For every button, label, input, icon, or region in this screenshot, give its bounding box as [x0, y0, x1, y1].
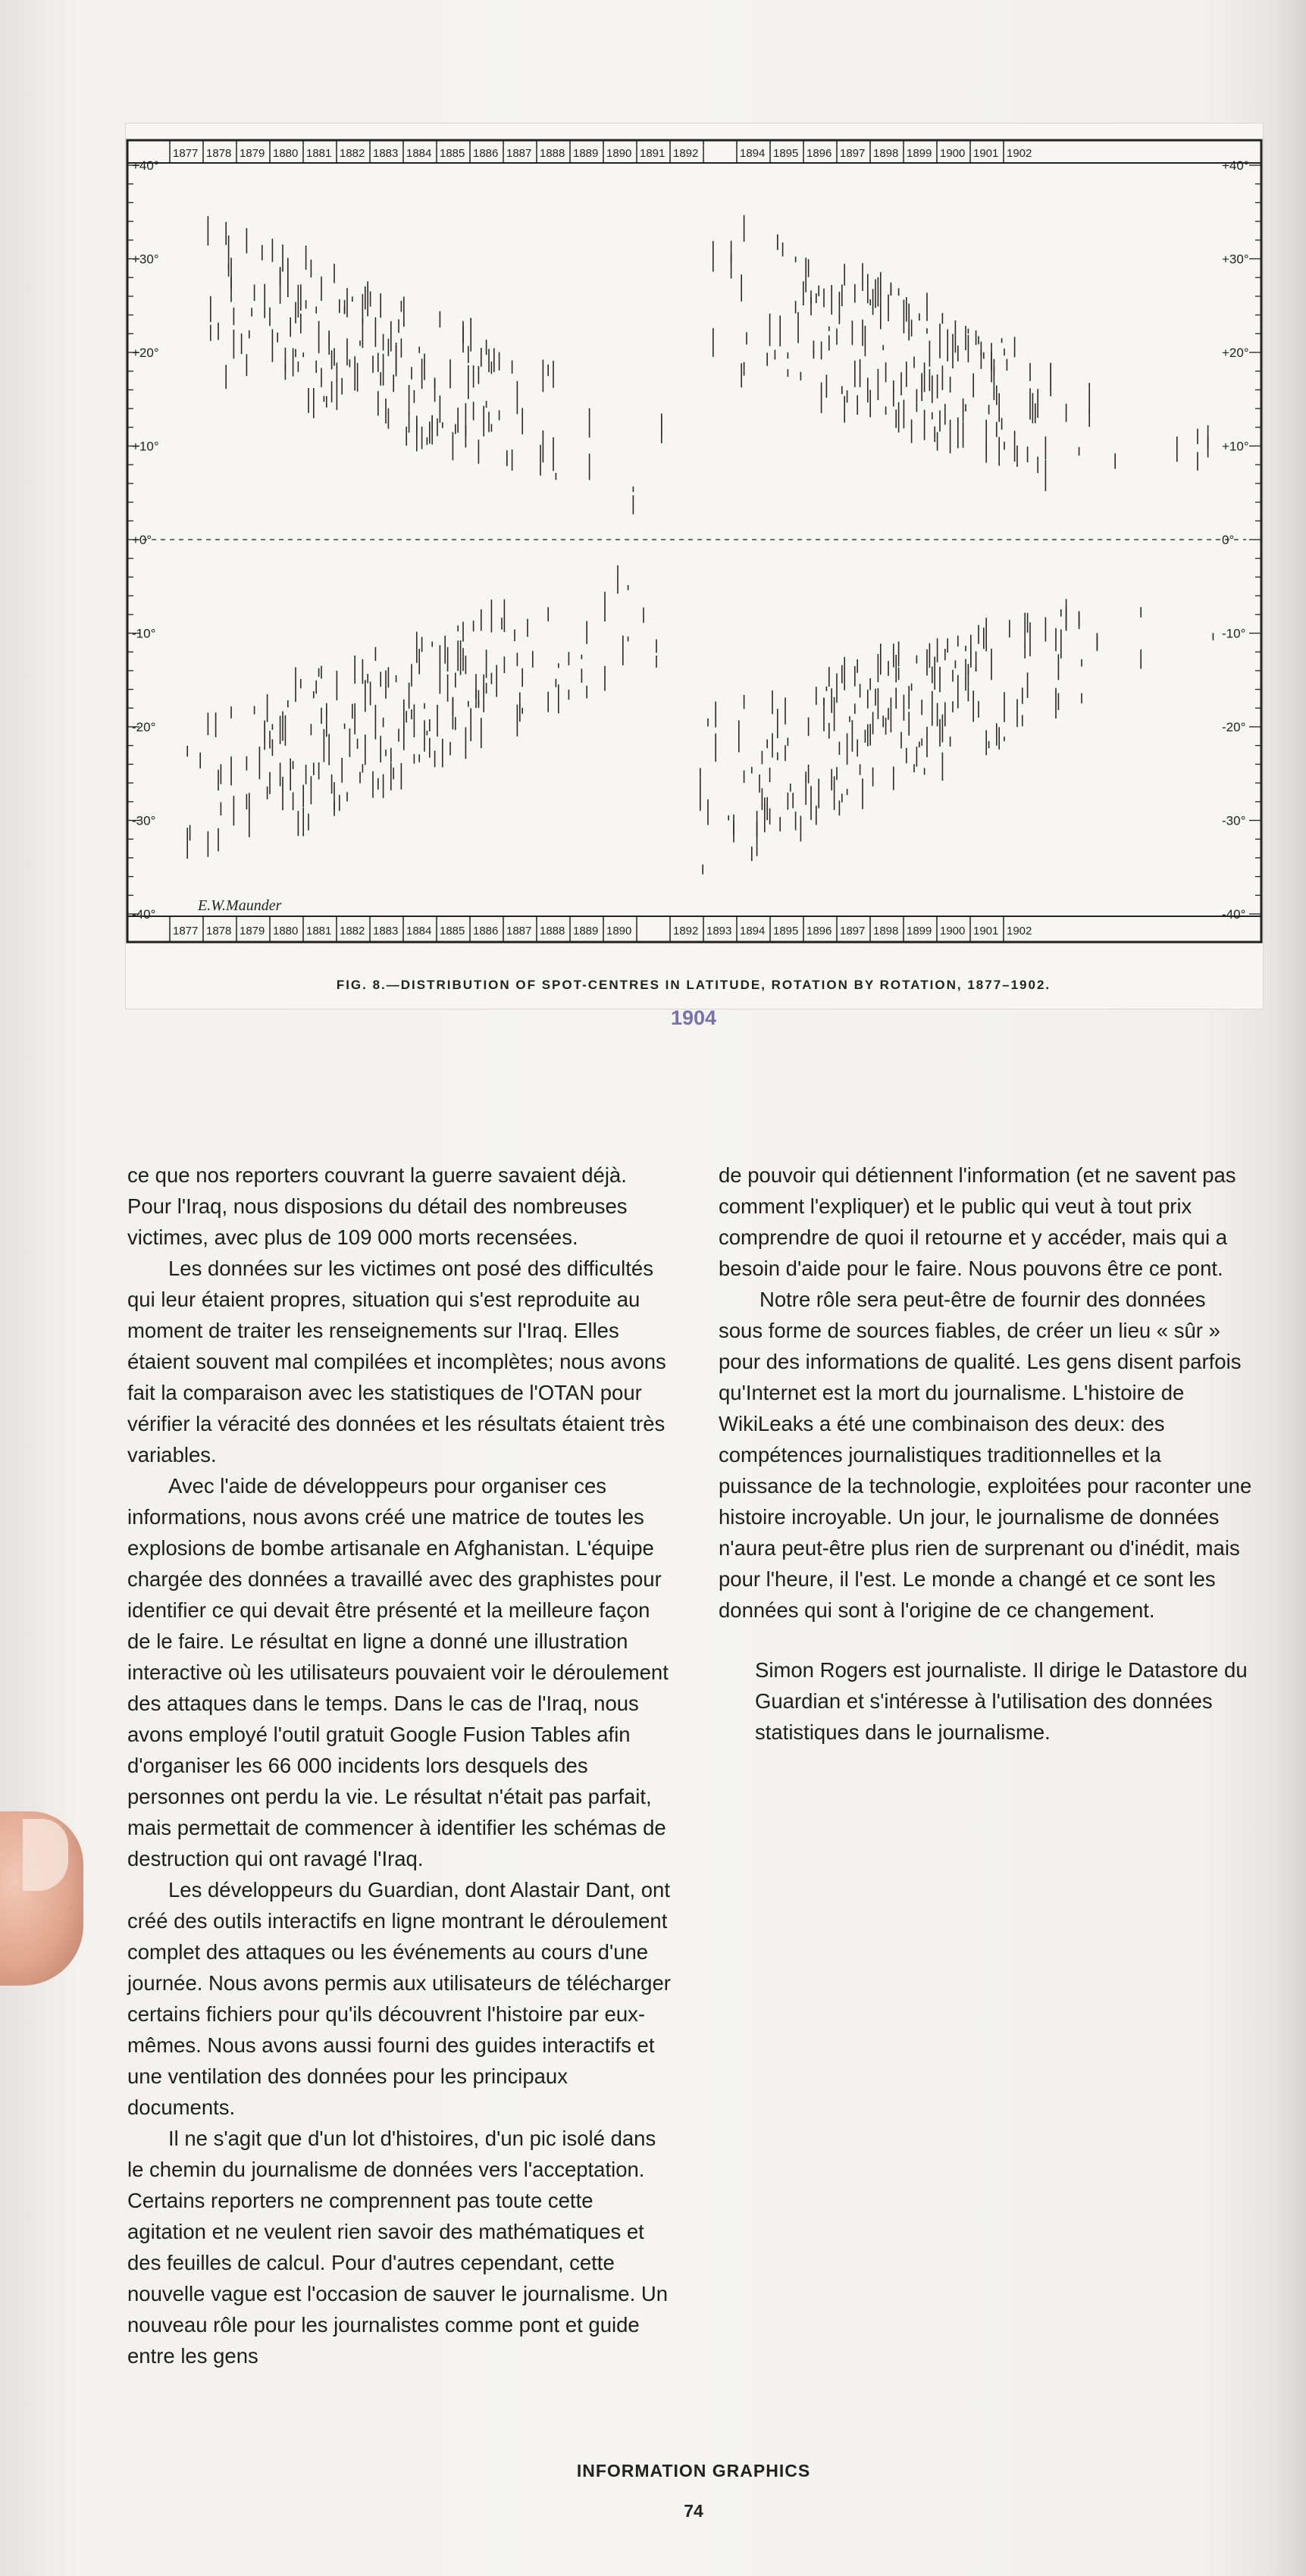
running-footer-title: INFORMATION GRAPHICS	[576, 2461, 811, 2481]
top-year-label: 1882	[340, 147, 365, 160]
left-latitude-label: +30°	[132, 252, 159, 267]
bottom-year-label: 1877	[173, 925, 198, 937]
bottom-year-label: 1897	[840, 925, 865, 937]
right-latitude-label: -40°	[1222, 907, 1245, 922]
page-edge-shadow	[1271, 0, 1306, 2576]
left-latitude-label: +20°	[132, 346, 159, 360]
top-year-label: 1898	[873, 147, 898, 160]
bottom-year-label: 1901	[973, 925, 998, 937]
top-year-label: 1887	[506, 147, 531, 160]
left-latitude-label: -10°	[132, 627, 155, 641]
top-year-label: 1881	[306, 147, 331, 160]
bottom-year-label: 1887	[506, 925, 531, 937]
left-latitude-label: +10°	[132, 440, 159, 454]
top-year-label: 1894	[740, 147, 765, 160]
bottom-year-label: 1890	[606, 925, 631, 937]
top-year-label: 1878	[206, 147, 231, 160]
thumb-nail	[23, 1819, 68, 1891]
bottom-year-label: 1895	[773, 925, 798, 937]
diagram-frame	[126, 139, 1263, 944]
right-latitude-label: +40°	[1222, 158, 1249, 173]
top-year-label: 1891	[640, 147, 665, 160]
bottom-year-label: 1888	[540, 925, 565, 937]
bottom-year-label: 1884	[406, 925, 431, 937]
diagram-labels: 1877 1878 1879 1880 1881 1882 1883 1884 1885 1886…	[132, 147, 1249, 937]
bottom-year-label: 1885	[440, 925, 465, 937]
top-year-label: 1885	[440, 147, 465, 160]
bottom-year-label: 1894	[740, 925, 765, 937]
bottom-year-label: 1902	[1007, 925, 1032, 937]
frame-border	[126, 139, 1263, 944]
top-year-label: 1892	[673, 147, 698, 160]
paragraph: de pouvoir qui détiennent l'information …	[719, 1163, 1236, 1280]
top-year-label: 1900	[940, 147, 965, 160]
top-year-label: 1896	[806, 147, 832, 160]
bottom-year-label: 1889	[573, 925, 598, 937]
bottom-year-label: 1878	[206, 925, 231, 937]
top-year-label: 1899	[907, 147, 932, 160]
paragraph: Les données sur les victimes ont posé de…	[127, 1257, 666, 1466]
top-year-label: 1897	[840, 147, 865, 160]
bottom-year-label: 1896	[806, 925, 832, 937]
author-signature: E.W.Maunder	[197, 897, 282, 914]
right-latitude-label: +10°	[1222, 440, 1249, 454]
paragraph: ce que nos reporters couvrant la guerre …	[127, 1163, 628, 1249]
bottom-year-label: 1883	[373, 925, 398, 937]
right-latitude-label: -30°	[1222, 814, 1245, 828]
top-year-label: 1886	[473, 147, 498, 160]
page-number: 74	[684, 2501, 703, 2521]
bottom-year-label: 1879	[240, 925, 265, 937]
top-year-label: 1877	[173, 147, 198, 160]
right-text-column: de pouvoir qui détiennent l'information …	[719, 1160, 1253, 1748]
left-latitude-label: +0°	[132, 533, 152, 547]
top-year-label: 1884	[406, 147, 431, 160]
top-year-label: 1880	[273, 147, 298, 160]
left-latitude-label: -30°	[132, 814, 155, 828]
paragraph: Avec l'aide de développeurs pour organis…	[127, 1474, 669, 1870]
top-year-label: 1883	[373, 147, 398, 160]
figure-caption: FIG. 8.—DISTRIBUTION OF SPOT-CENTRES IN …	[336, 978, 1051, 992]
bottom-year-label: 1881	[306, 925, 331, 937]
bottom-year-label: 1882	[340, 925, 365, 937]
bottom-year-label: 1893	[706, 925, 731, 937]
bottom-year-label: 1898	[873, 925, 898, 937]
right-latitude-label: -20°	[1222, 720, 1245, 734]
top-year-label: 1890	[606, 147, 631, 160]
right-latitude-label: +20°	[1222, 346, 1249, 360]
butterfly-diagram: 1877 1878 1879 1880 1881 1882 1883 1884 1885 1886…	[126, 139, 1263, 944]
top-year-label: 1889	[573, 147, 598, 160]
left-latitude-label: +40°	[132, 158, 159, 173]
butterfly-diagram-figure: 1877 1878 1879 1880 1881 1882 1883 1884 1885 1886…	[125, 123, 1264, 1009]
top-year-label: 1879	[240, 147, 265, 160]
right-latitude-label: 0°	[1222, 533, 1234, 547]
bottom-year-label: 1899	[907, 925, 932, 937]
bottom-year-label: 1880	[273, 925, 298, 937]
right-latitude-label: -10°	[1222, 627, 1245, 641]
top-year-label: 1902	[1007, 147, 1032, 160]
spot-centre-marks	[186, 214, 1214, 875]
bottom-year-label: 1886	[473, 925, 498, 937]
top-year-label: 1895	[773, 147, 798, 160]
top-year-label: 1888	[540, 147, 565, 160]
left-latitude-label: -20°	[132, 720, 155, 734]
left-text-column: ce que nos reporters couvrant la guerre …	[127, 1160, 673, 2371]
paragraph: Notre rôle sera peut-être de fournir des…	[719, 1288, 1252, 1622]
left-latitude-label: -40°	[132, 907, 155, 922]
right-latitude-label: +30°	[1222, 252, 1249, 267]
paragraph: Les développeurs du Guardian, dont Alast…	[127, 1878, 671, 2119]
top-year-label: 1901	[973, 147, 998, 160]
paragraph: Il ne s'agit que d'un lot d'histoires, d…	[127, 2127, 669, 2368]
figure-year: 1904	[670, 1006, 717, 1029]
author-bio: Simon Rogers est journaliste. Il dirige …	[755, 1658, 1248, 1744]
bottom-year-label: 1900	[940, 925, 965, 937]
bottom-year-label: 1892	[673, 925, 698, 937]
